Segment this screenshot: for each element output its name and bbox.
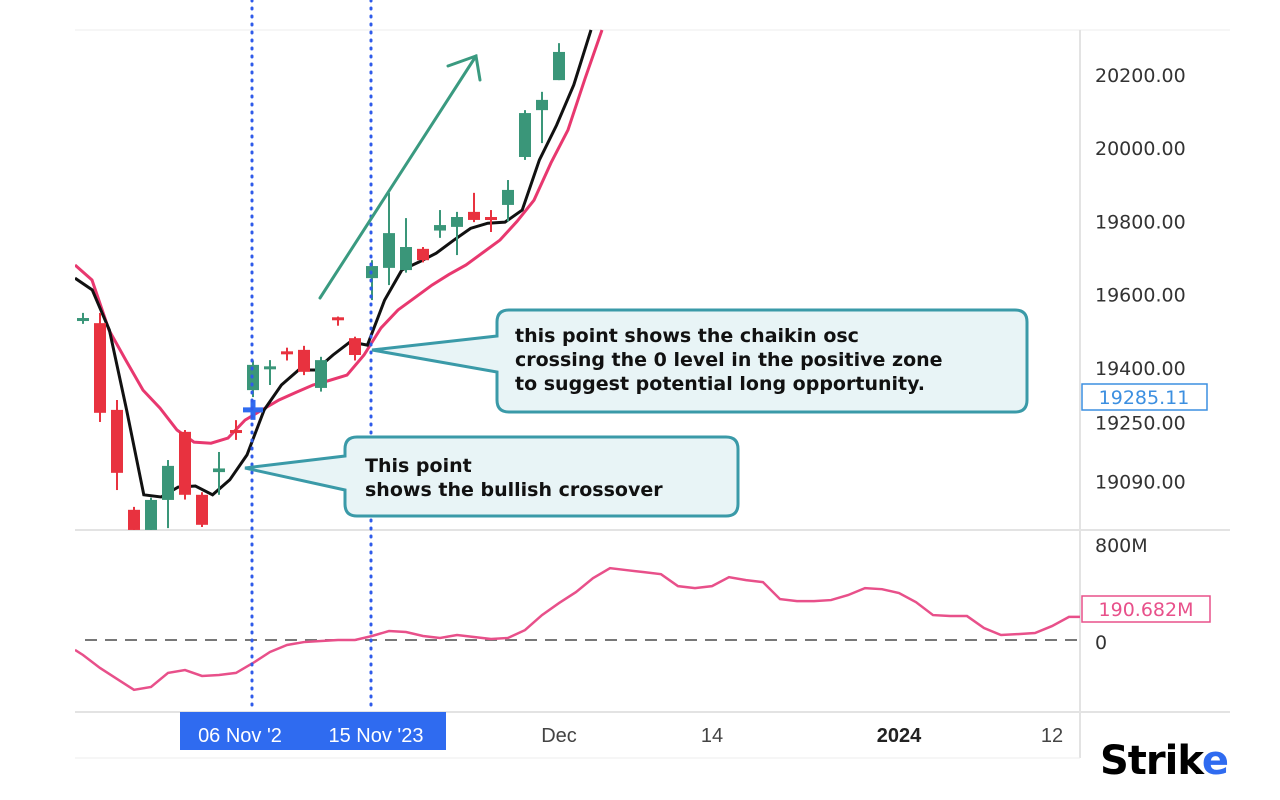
candle-body [519, 113, 531, 157]
callout-line: This point [365, 455, 472, 477]
candle-body [281, 351, 293, 355]
current-price-text: 19285.11 [1099, 387, 1190, 409]
price-tick-label: 19090.00 [1095, 471, 1186, 493]
candle [451, 211, 463, 256]
oscillator-pane [75, 566, 1080, 692]
price-axis: 20200.00 20000.00 19800.00 19600.00 19400.00… [1095, 65, 1186, 493]
candle [281, 347, 293, 361]
time-tick-label: 2024 [877, 725, 922, 747]
candle-body [315, 360, 327, 388]
candle [332, 316, 344, 326]
candle-body [332, 317, 344, 321]
time-tick-label: 14 [701, 725, 723, 747]
candle-body [213, 468, 225, 473]
candle [553, 43, 565, 81]
candle-body [451, 217, 463, 227]
oscillator-value-label: 190.682M [1081, 595, 1211, 623]
candle [434, 210, 446, 238]
vertical-markers [250, 0, 373, 714]
candle-body [349, 338, 361, 355]
candle-body [553, 51, 565, 81]
candle [536, 91, 548, 144]
candle-body [162, 465, 174, 500]
candle-body [434, 225, 446, 231]
callout-line: this point shows the chaikin osc [515, 325, 859, 347]
candle [468, 192, 480, 223]
candle-body [298, 349, 310, 372]
candle [230, 420, 242, 440]
candle [485, 210, 497, 233]
callout-line: to suggest potential long opportunity. [515, 373, 925, 395]
candle-body [94, 323, 106, 413]
candle [349, 336, 361, 361]
highlighted-date-label: 15 Nov '23 [329, 725, 424, 747]
ema-line [75, 29, 593, 499]
candle-body [111, 409, 123, 473]
candle-body [128, 509, 140, 530]
trend-arrow-up-icon [318, 53, 482, 300]
candle [111, 400, 123, 491]
price-tick-label: 19250.00 [1095, 413, 1186, 435]
candle-body [264, 366, 276, 370]
candle [77, 312, 89, 324]
candle [128, 506, 140, 530]
candle-body [383, 233, 395, 268]
time-axis: 06 Nov '2 15 Nov '23 Dec 14 2024 12 [180, 712, 1063, 750]
candle [162, 460, 174, 529]
price-tick-label: 20200.00 [1095, 65, 1186, 87]
oscillator-axis: 800M 0 [1095, 535, 1148, 654]
callout-chaikin-zero-cross: this point shows the chaikin osc crossin… [371, 308, 1029, 414]
candle [264, 360, 276, 386]
candle [417, 247, 429, 263]
price-tick-label: 19600.00 [1095, 285, 1186, 307]
price-tick-label: 19400.00 [1095, 358, 1186, 380]
lower-band-line [75, 29, 604, 445]
price-tick-label: 19800.00 [1095, 211, 1186, 233]
candle-body [468, 211, 480, 220]
candle [315, 356, 327, 392]
current-price-label: 19285.11 [1081, 383, 1208, 411]
highlighted-date-range [180, 712, 446, 750]
candle-body [179, 431, 191, 495]
oscillator-tick-label: 800M [1095, 535, 1148, 557]
candle [383, 192, 395, 286]
candle [400, 218, 412, 273]
candle [298, 345, 310, 376]
candle [519, 110, 531, 160]
callout-bullish-crossover: This point shows the bullish crossover [244, 435, 740, 518]
candle-body [502, 189, 514, 205]
callout-line: crossing the 0 level in the positive zon… [515, 349, 943, 371]
candle [196, 492, 208, 528]
candle [145, 497, 157, 530]
candle-body [536, 99, 548, 111]
oscillator-value-text: 190.682M [1099, 599, 1194, 621]
candle [213, 451, 225, 495]
highlighted-date-label: 06 Nov '2 [198, 725, 282, 747]
chaikin-oscillator-line [75, 566, 1080, 692]
price-pane [75, 29, 604, 530]
candle [94, 312, 106, 422]
candle [179, 430, 191, 500]
candle-body [400, 247, 412, 271]
oscillator-tick-label: 0 [1095, 632, 1107, 654]
candle-body [145, 499, 157, 530]
price-tick-label: 20000.00 [1095, 138, 1186, 160]
time-tick-label: 12 [1041, 725, 1063, 747]
candle-body [77, 318, 89, 322]
candle [502, 180, 514, 222]
time-tick-label: Dec [541, 725, 577, 747]
candle-body [485, 217, 497, 221]
candle-body [417, 248, 429, 261]
strike-logo: Strike [1100, 738, 1228, 784]
candle-body [230, 430, 242, 434]
callout-line: shows the bullish crossover [365, 479, 663, 501]
candle-body [196, 494, 208, 525]
